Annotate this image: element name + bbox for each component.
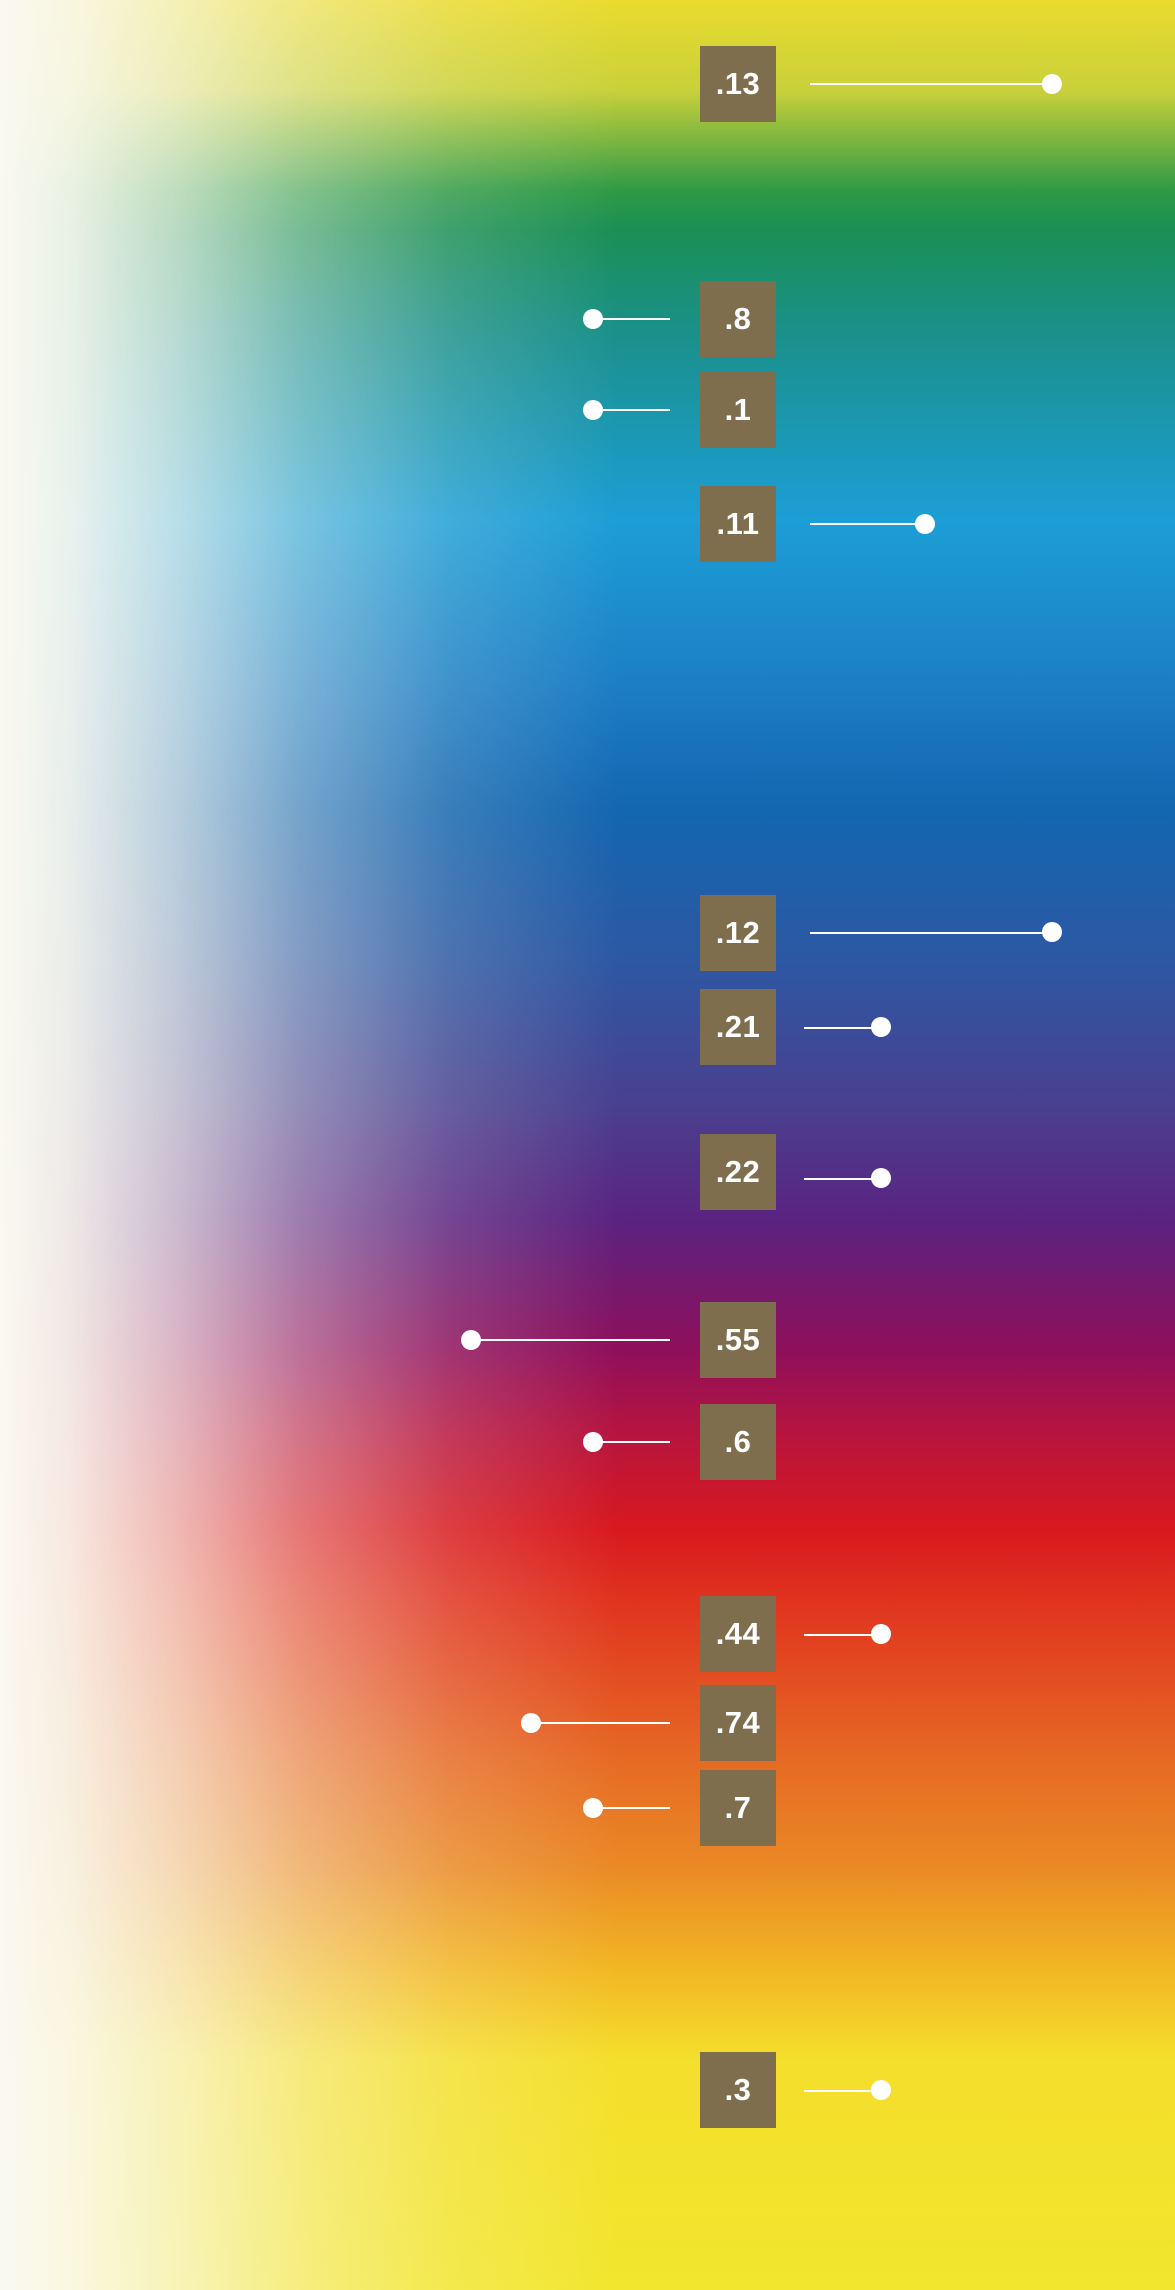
marker-dot-1 [583, 400, 603, 420]
marker-label-11: .11 [700, 486, 776, 562]
marker-dot-8 [583, 309, 603, 329]
marker-connector-55 [472, 1339, 670, 1341]
marker-dot-11 [915, 514, 935, 534]
marker-label-22: .22 [700, 1134, 776, 1210]
marker-label-55: .55 [700, 1302, 776, 1378]
marker-connector-44 [804, 1634, 882, 1636]
marker-label-1: .1 [700, 372, 776, 448]
marker-dot-3 [871, 2080, 891, 2100]
marker-dot-12 [1042, 922, 1062, 942]
marker-dot-44 [871, 1624, 891, 1644]
marker-dot-55 [461, 1330, 481, 1350]
marker-dot-13 [1042, 74, 1062, 94]
marker-connector-6 [592, 1441, 670, 1443]
marker-label-44: .44 [700, 1596, 776, 1672]
marker-connector-3 [804, 2090, 882, 2092]
marker-label-21: .21 [700, 989, 776, 1065]
marker-connector-11 [810, 523, 926, 525]
marker-dot-6 [583, 1432, 603, 1452]
marker-connector-13 [810, 83, 1052, 85]
marker-label-8: .8 [700, 281, 776, 357]
marker-label-74: .74 [700, 1685, 776, 1761]
marker-connector-22 [804, 1178, 882, 1180]
marker-connector-21 [804, 1027, 882, 1029]
marker-dot-7 [583, 1798, 603, 1818]
marker-connector-12 [810, 932, 1052, 934]
marker-label-12: .12 [700, 895, 776, 971]
marker-label-3: .3 [700, 2052, 776, 2128]
marker-connector-7 [592, 1807, 670, 1809]
marker-label-6: .6 [700, 1404, 776, 1480]
marker-dot-21 [871, 1017, 891, 1037]
marker-connector-74 [530, 1722, 670, 1724]
marker-dot-22 [871, 1168, 891, 1188]
marker-connector-1 [592, 409, 670, 411]
marker-label-7: .7 [700, 1770, 776, 1846]
marker-label-13: .13 [700, 46, 776, 122]
marker-dot-74 [521, 1713, 541, 1733]
marker-connector-8 [592, 318, 670, 320]
